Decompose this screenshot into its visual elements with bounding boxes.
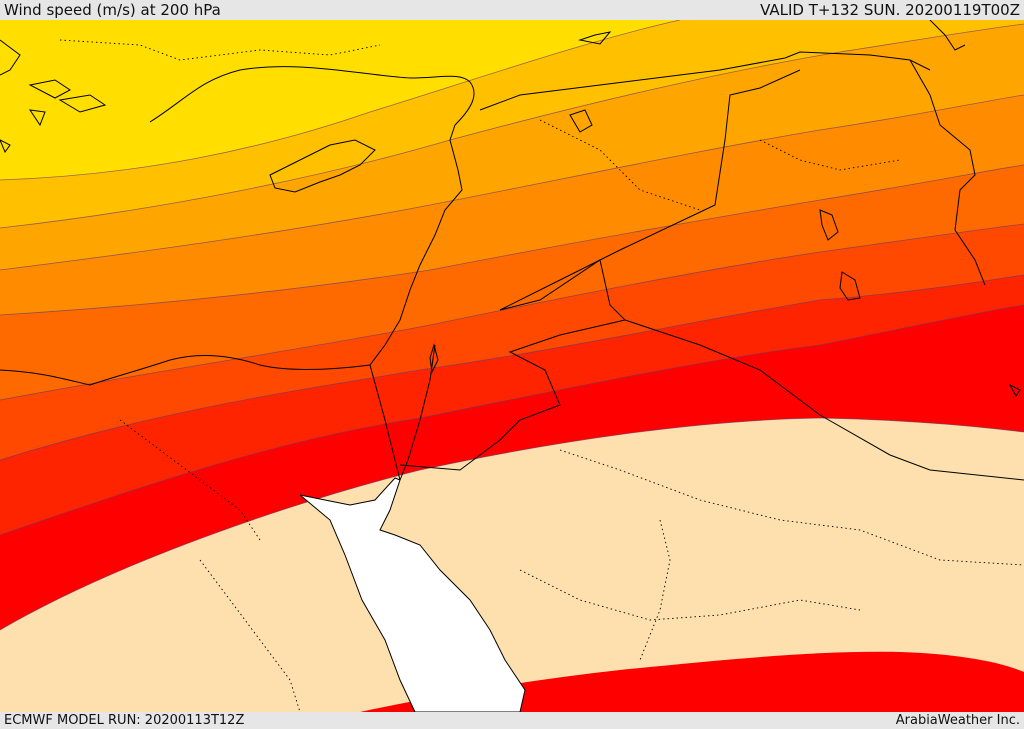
model-run: ECMWF MODEL RUN: 20200113T12Z bbox=[4, 713, 245, 728]
map-header: Wind speed (m/s) at 200 hPa VALID T+132 … bbox=[0, 0, 1024, 20]
southern-jet-band bbox=[360, 651, 1024, 712]
map-title: Wind speed (m/s) at 200 hPa bbox=[4, 1, 221, 19]
contour-lines bbox=[0, 20, 1024, 631]
coastlines bbox=[0, 20, 1024, 481]
red-sea bbox=[299, 477, 526, 712]
wind-speed-map bbox=[0, 20, 1024, 712]
map-footer: ECMWF MODEL RUN: 20200113T12Z ArabiaWeat… bbox=[0, 712, 1024, 729]
internal-borders bbox=[59, 39, 1024, 712]
credit: ArabiaWeather Inc. bbox=[895, 713, 1020, 728]
valid-time: VALID T+132 SUN. 20200119T00Z bbox=[760, 1, 1020, 19]
band-1 bbox=[0, 20, 680, 180]
